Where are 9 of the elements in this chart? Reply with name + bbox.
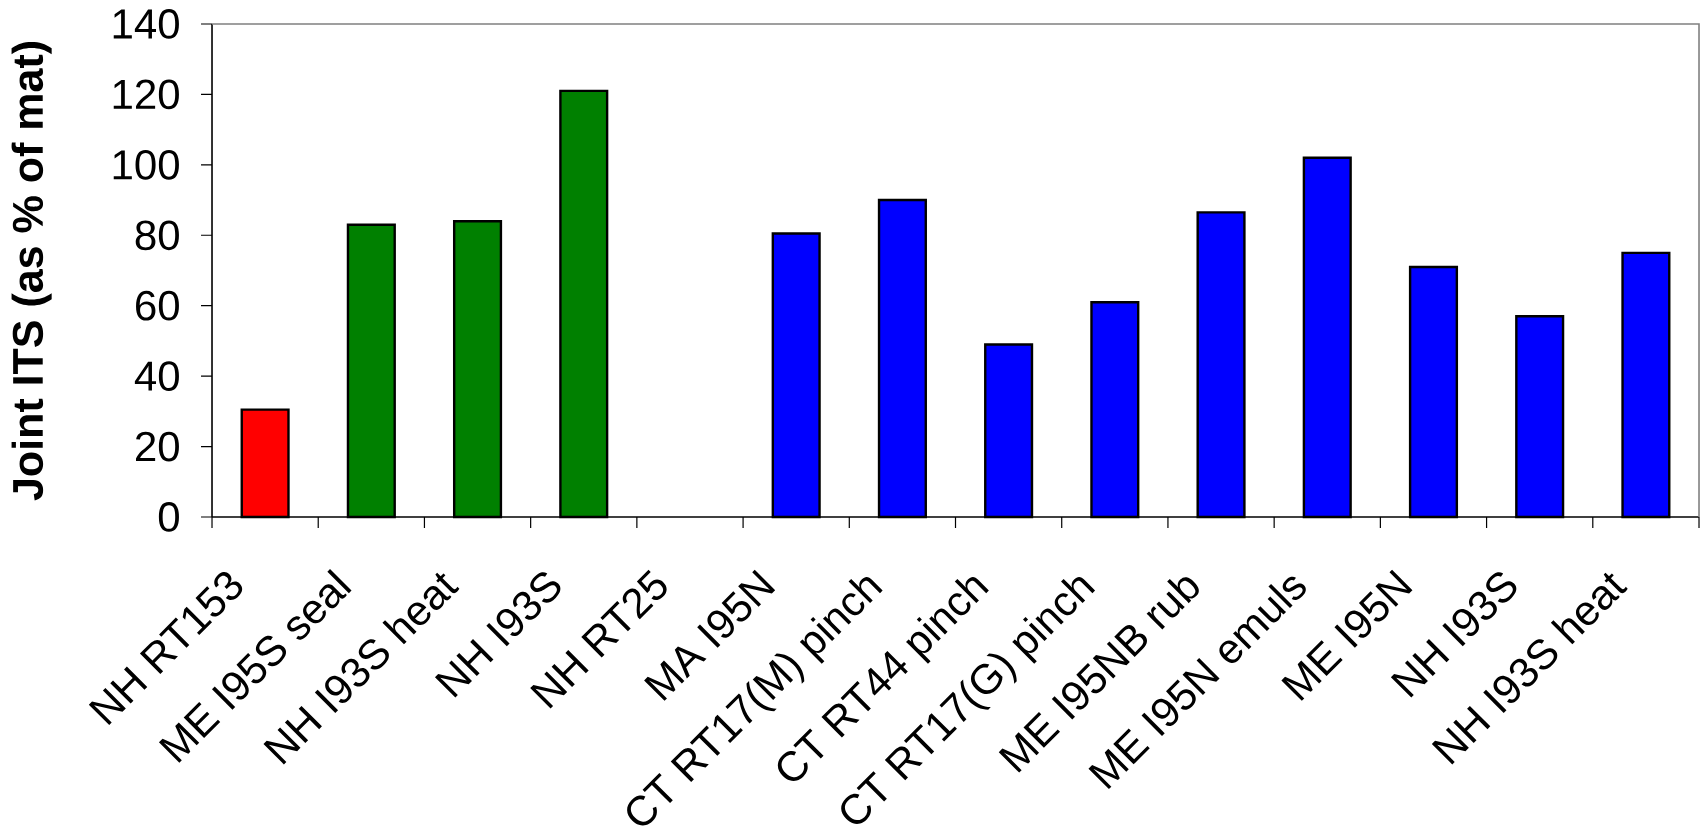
y-tick-label: 100 [113,149,179,180]
y-tick-label: 80 [135,220,179,251]
y-tick-label: 0 [158,502,179,532]
y-tick-label: 40 [134,361,179,391]
y-tick-label: 20 [136,431,179,462]
y-tick-label: 120 [113,79,179,110]
y-axis-title: Joint ITS (as % of mat) [11,42,52,501]
y-tick-label: 60 [136,290,179,321]
y-tick-label: 140 [113,9,179,39]
